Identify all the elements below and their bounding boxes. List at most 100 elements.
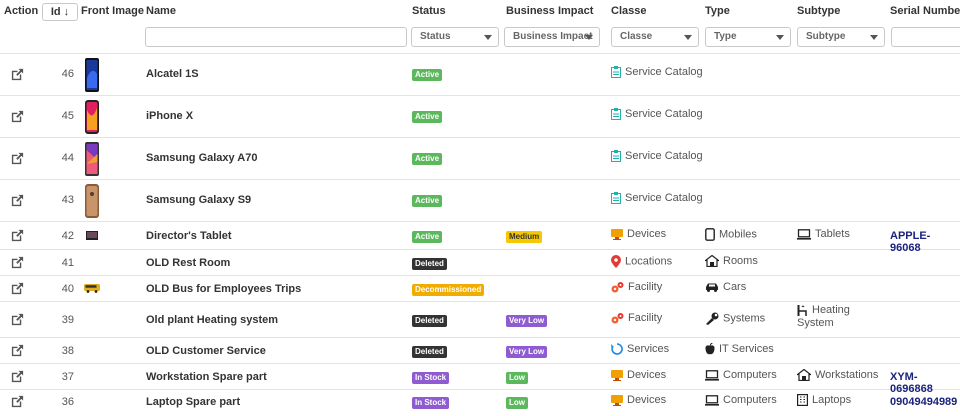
row-name[interactable]: Alcatel 1S	[146, 68, 199, 80]
table-row[interactable]: 38 OLD Customer Service Deleted Very Low…	[0, 338, 960, 364]
type-cell: Computers	[705, 394, 777, 406]
facility-icon	[611, 313, 624, 324]
subtype-cell: Tablets	[797, 228, 850, 240]
table-row[interactable]: 41 OLD Rest Room Deleted Locations Rooms	[0, 250, 960, 276]
phone-thumbnail-image	[85, 58, 99, 92]
external-link-icon[interactable]	[10, 109, 25, 124]
serial-number[interactable]: XYM-0696868	[890, 371, 933, 395]
serial-number[interactable]: APPLE-96068	[890, 230, 931, 254]
external-link-icon[interactable]	[10, 67, 25, 82]
row-name[interactable]: OLD Bus for Employees Trips	[146, 283, 302, 295]
table-row[interactable]: 45 iPhone X Active Service Catalog	[0, 96, 960, 138]
clipboard-icon	[611, 66, 621, 79]
header-subtype[interactable]: Subtype	[797, 5, 841, 17]
classe-cell: Devices	[611, 394, 666, 406]
laptop-icon	[705, 369, 719, 381]
row-id: 41	[61, 257, 74, 269]
status-badge: Active	[412, 153, 443, 165]
table-row[interactable]: 37 Workstation Spare part In Stock Low D…	[0, 364, 960, 395]
laptop-icon	[797, 228, 811, 240]
classe-cell: Service Catalog	[611, 150, 703, 163]
row-id: 39	[61, 314, 74, 326]
clipboard-icon	[611, 192, 621, 205]
serial-number-filter-input[interactable]	[891, 27, 960, 47]
subtype-filter-label: Subtype	[806, 31, 846, 42]
classe-cell: Devices	[611, 369, 666, 381]
external-link-icon[interactable]	[10, 394, 25, 409]
row-id: 45	[61, 110, 74, 122]
subtype-cell: Laptops	[797, 394, 852, 407]
row-name[interactable]: Director's Tablet	[146, 230, 232, 242]
impact-badge: Very Low	[506, 315, 548, 327]
home-icon	[797, 369, 811, 382]
classe-cell: Facility	[611, 281, 662, 293]
name-filter-input[interactable]	[145, 27, 407, 47]
chevron-down-icon	[484, 35, 492, 40]
facility-icon	[611, 282, 624, 293]
external-link-icon[interactable]	[10, 369, 25, 384]
row-name[interactable]: Samsung Galaxy A70	[146, 152, 258, 164]
id-sort-button[interactable]: Id ↓	[42, 3, 78, 21]
type-label: Mobiles	[719, 228, 757, 241]
subtype-cell: Heating System	[797, 304, 885, 331]
status-badge: Active	[412, 231, 443, 243]
table-row[interactable]: 44 Samsung Galaxy A70 Active Service Cat…	[0, 138, 960, 180]
serial-number[interactable]: 09049494989	[890, 396, 958, 408]
header-type[interactable]: Type	[705, 5, 730, 17]
type-filter-select[interactable]: Type	[705, 27, 791, 47]
table-row[interactable]: 46 Alcatel 1S Active Service Catalog	[0, 54, 960, 96]
table-row[interactable]: 42 Director's Tablet Active Medium Devic…	[0, 222, 960, 254]
row-id: 44	[61, 152, 74, 164]
row-name[interactable]: Samsung Galaxy S9	[146, 194, 252, 206]
external-link-icon[interactable]	[10, 151, 25, 166]
type-label: Systems	[723, 312, 766, 325]
row-name[interactable]: iPhone X	[146, 110, 194, 122]
row-name[interactable]: OLD Customer Service	[146, 345, 266, 357]
business-impact-filter-select[interactable]: Business Impact	[504, 27, 600, 47]
table-row[interactable]: 43 Samsung Galaxy S9 Active Service Cata…	[0, 180, 960, 222]
header-status[interactable]: Status	[412, 5, 446, 17]
table-row[interactable]: 39 Old plant Heating system Deleted Very…	[0, 302, 960, 338]
status-filter-select[interactable]: Status	[411, 27, 499, 47]
type-cell: Cars	[705, 281, 746, 293]
type-cell: Mobiles	[705, 228, 757, 241]
row-id: 43	[61, 194, 74, 206]
classe-label: Services	[627, 343, 670, 356]
external-link-icon[interactable]	[10, 255, 25, 270]
header-business-impact[interactable]: Business Impact	[506, 5, 594, 17]
row-id: 37	[61, 371, 74, 383]
header-name[interactable]: Name	[146, 5, 176, 17]
row-id: 40	[61, 283, 74, 295]
external-link-icon[interactable]	[10, 312, 25, 327]
subtype-label: Laptops	[812, 394, 852, 407]
table-row[interactable]: 36 Laptop Spare part In Stock Low Device…	[0, 390, 960, 416]
status-badge: Active	[412, 69, 443, 81]
header-divider	[0, 53, 960, 54]
classe-label: Facility	[628, 281, 663, 294]
classe-cell: Locations	[611, 255, 672, 268]
classe-filter-select[interactable]: Classe	[611, 27, 699, 47]
row-id: 36	[61, 396, 74, 408]
type-cell: Rooms	[705, 255, 758, 268]
external-link-icon[interactable]	[10, 281, 25, 296]
type-label: Cars	[723, 281, 747, 294]
subtype-label: Tablets	[815, 228, 850, 241]
status-badge: Active	[412, 111, 443, 123]
status-badge: Deleted	[412, 258, 447, 270]
header-classe[interactable]: Classe	[611, 5, 647, 17]
table-row[interactable]: 40 OLD Bus for Employees Trips Decommiss…	[0, 276, 960, 302]
status-badge: In Stock	[412, 397, 450, 409]
row-name[interactable]: OLD Rest Room	[146, 257, 231, 269]
clipboard-icon	[611, 150, 621, 163]
header-serial-number[interactable]: Serial Number	[890, 5, 960, 17]
row-name[interactable]: Laptop Spare part	[146, 396, 241, 408]
type-label: Computers	[723, 394, 777, 407]
row-name[interactable]: Old plant Heating system	[146, 314, 279, 326]
external-link-icon[interactable]	[10, 193, 25, 208]
external-link-icon[interactable]	[10, 228, 25, 243]
external-link-icon[interactable]	[10, 343, 25, 358]
header-id: Id	[50, 6, 61, 18]
classe-cell: Service Catalog	[611, 192, 703, 205]
subtype-filter-select[interactable]: Subtype	[797, 27, 885, 47]
row-name[interactable]: Workstation Spare part	[146, 371, 267, 383]
